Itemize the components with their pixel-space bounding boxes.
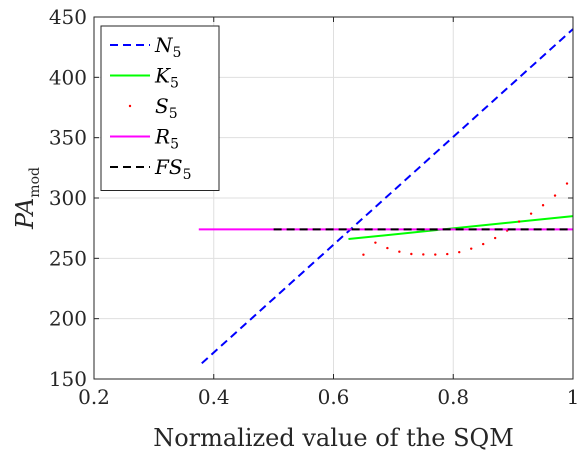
x-tick-label: 0.8 bbox=[437, 385, 469, 409]
y-axis-label-base: PA bbox=[11, 198, 39, 230]
y-axis-label: PAmod bbox=[11, 167, 43, 230]
y-tick-label: 200 bbox=[49, 307, 87, 331]
s5-point bbox=[481, 242, 485, 246]
legend-label-r5: R5 bbox=[154, 125, 179, 153]
series-layer bbox=[198, 28, 574, 365]
x-tick-label: 0.4 bbox=[198, 385, 230, 409]
s5-point bbox=[493, 236, 497, 240]
series-s5 bbox=[362, 182, 569, 256]
series-line-n5 bbox=[201, 28, 574, 365]
x-tick-label: 1 bbox=[567, 385, 577, 409]
s5-point bbox=[541, 204, 545, 207]
s5-point bbox=[398, 250, 401, 253]
series-k5 bbox=[348, 215, 574, 241]
series-n5 bbox=[201, 28, 574, 365]
s5-point bbox=[517, 220, 521, 223]
axis-ticks bbox=[93, 16, 574, 380]
x-axis-label: Normalized value of the SQM bbox=[153, 424, 514, 452]
s5-point bbox=[446, 252, 449, 256]
legend-label-k5: K5 bbox=[154, 64, 179, 92]
y-tick-label: 250 bbox=[49, 246, 87, 270]
x-tick-label: 0.2 bbox=[78, 385, 110, 409]
s5-point bbox=[553, 194, 557, 197]
y-tick-label: 150 bbox=[49, 367, 87, 391]
s5-point bbox=[362, 253, 365, 256]
s5-point bbox=[374, 241, 377, 244]
tick-labels: 0.2 0.4 0.6 0.8 1 150 200 250 300 350 400 450 bbox=[49, 5, 577, 409]
y-tick-label: 350 bbox=[49, 126, 87, 150]
legend-label-s5: S5 bbox=[155, 94, 178, 122]
x-tick-label: 0.6 bbox=[318, 385, 350, 409]
legend-label-n5: N5 bbox=[154, 33, 181, 61]
s5-point bbox=[422, 253, 425, 256]
s5-point bbox=[386, 246, 389, 250]
legend-box bbox=[100, 25, 220, 191]
y-tick-label: 450 bbox=[49, 5, 87, 29]
y-axis-label-sub: mod bbox=[27, 167, 43, 198]
s5-point bbox=[529, 212, 533, 215]
series-line-k5 bbox=[348, 215, 574, 241]
s5-point bbox=[410, 252, 413, 256]
s5-point bbox=[434, 253, 437, 256]
y-tick-label: 300 bbox=[49, 186, 87, 210]
s5-point bbox=[565, 182, 569, 185]
s5-point bbox=[458, 250, 461, 254]
legend-swatch-s5 bbox=[128, 104, 132, 108]
legend-label-fs5: FS5 bbox=[154, 155, 192, 183]
s5-point bbox=[470, 247, 473, 250]
y-tick-label: 400 bbox=[49, 65, 87, 89]
